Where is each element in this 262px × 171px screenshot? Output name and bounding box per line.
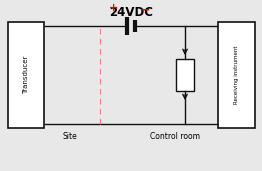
- Bar: [218, 22, 255, 128]
- Text: 24VDC: 24VDC: [109, 6, 153, 19]
- Text: Transducer: Transducer: [23, 56, 29, 94]
- Bar: [176, 59, 194, 91]
- Text: Control room: Control room: [150, 132, 200, 141]
- Text: −: −: [140, 3, 150, 16]
- Text: Site: Site: [63, 132, 77, 141]
- Bar: [8, 22, 44, 128]
- Text: Receiving instrument: Receiving instrument: [234, 46, 239, 104]
- Text: +: +: [108, 3, 118, 13]
